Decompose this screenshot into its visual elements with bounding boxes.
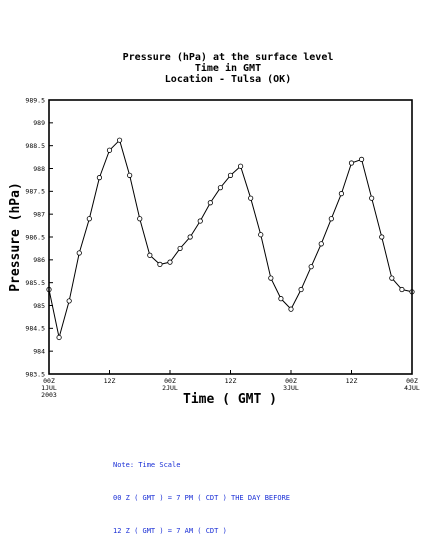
data-point bbox=[237, 163, 244, 169]
data-point bbox=[116, 137, 123, 143]
data-point bbox=[157, 261, 163, 267]
data-point bbox=[288, 306, 294, 312]
data-point bbox=[76, 250, 82, 256]
x-tick-label: 12Z bbox=[104, 377, 116, 385]
data-point bbox=[268, 275, 274, 281]
y-tick-label: 988.5 bbox=[25, 142, 45, 150]
data-point bbox=[197, 218, 203, 224]
data-point bbox=[96, 175, 103, 181]
data-point bbox=[227, 172, 234, 178]
data-point bbox=[106, 147, 113, 153]
data-point bbox=[167, 259, 173, 265]
y-tick-label: 988 bbox=[33, 165, 45, 173]
data-point bbox=[318, 241, 324, 247]
data-point bbox=[137, 216, 143, 222]
y-tick-label: 984 bbox=[33, 347, 45, 355]
data-point bbox=[338, 191, 345, 197]
data-point bbox=[278, 296, 284, 302]
x-tick-label: 2003 bbox=[41, 391, 57, 399]
series-layer bbox=[46, 137, 415, 341]
data-point bbox=[66, 298, 72, 304]
data-point bbox=[217, 185, 224, 191]
data-point bbox=[207, 200, 213, 206]
chart-title-line-2: Time in GMT bbox=[195, 62, 261, 74]
x-tick-label: 00Z bbox=[43, 377, 55, 385]
data-point bbox=[127, 172, 133, 178]
data-point bbox=[177, 245, 183, 252]
x-tick-label: 4JUL bbox=[404, 384, 420, 392]
data-point bbox=[348, 160, 355, 166]
x-tick-label: 1JUL bbox=[41, 384, 57, 392]
data-point bbox=[369, 195, 375, 201]
x-tick-label: 3JUL bbox=[283, 384, 299, 392]
y-tick-label: 984.5 bbox=[25, 325, 45, 333]
y-tick-label: 983.5 bbox=[25, 370, 45, 378]
chart-title-line-3: Location - Tulsa (OK) bbox=[165, 73, 291, 85]
data-point bbox=[187, 234, 193, 240]
data-point bbox=[248, 195, 254, 201]
y-tick-label: 987 bbox=[33, 210, 45, 218]
data-point bbox=[389, 275, 395, 281]
y-tick-label: 987.5 bbox=[25, 188, 45, 196]
y-axis-label: Pressure (hPa) bbox=[8, 182, 23, 292]
data-point bbox=[298, 286, 304, 293]
note-line-2: 00 Z ( GMT ) = 7 PM ( CDT ) THE DAY BEFO… bbox=[113, 494, 291, 502]
y-tick-label: 986.5 bbox=[25, 233, 45, 241]
data-point bbox=[147, 252, 153, 258]
data-point bbox=[56, 334, 62, 341]
y-tick-label: 985 bbox=[33, 302, 45, 310]
x-tick-label: 00Z bbox=[406, 377, 418, 385]
x-tick-label: 00Z bbox=[285, 377, 297, 385]
y-tick-label: 989 bbox=[33, 119, 45, 127]
x-tick-label: 00Z bbox=[164, 377, 176, 385]
chart-title: Pressure (hPa) at the surface level Time… bbox=[123, 52, 334, 85]
time-scale-note: Note: Time Scale 00 Z ( GMT ) = 7 PM ( C… bbox=[113, 438, 290, 548]
note-line-1: Note: Time Scale bbox=[113, 461, 181, 469]
x-tick-label: 12Z bbox=[225, 377, 237, 385]
data-point bbox=[379, 234, 385, 240]
note-line-3: 12 Z ( GMT ) = 7 AM ( CDT ) bbox=[113, 527, 227, 535]
x-axis-label: Time ( GMT ) bbox=[183, 392, 277, 407]
y-tick-label: 986 bbox=[33, 256, 45, 264]
series-line bbox=[48, 139, 413, 338]
plot-frame bbox=[48, 99, 413, 375]
x-tick-label: 12Z bbox=[346, 377, 358, 385]
data-point bbox=[258, 232, 264, 238]
y-tick-label: 989.5 bbox=[25, 96, 45, 104]
x-tick-label: 2JUL bbox=[162, 384, 178, 392]
y-axis-ticks: 983.5 984 984.5 985 985.5 986 986.5 987 987.5 988… bbox=[25, 96, 53, 378]
data-point bbox=[399, 286, 405, 293]
y-tick-label: 985.5 bbox=[25, 279, 45, 287]
data-point bbox=[328, 216, 334, 222]
data-point bbox=[358, 156, 365, 162]
data-point bbox=[308, 264, 314, 270]
data-point bbox=[86, 216, 92, 222]
chart-title-line-1: Pressure (hPa) at the surface level bbox=[123, 52, 334, 63]
